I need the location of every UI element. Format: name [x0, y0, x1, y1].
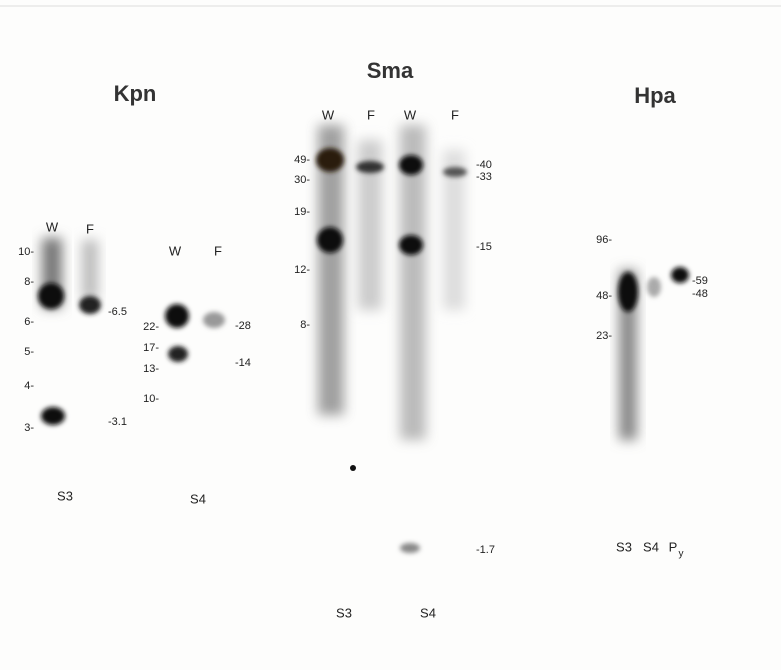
- sample-label: S3: [616, 539, 632, 554]
- size-marker: 13-: [143, 363, 159, 375]
- size-marker: 96-: [596, 234, 612, 246]
- lane-label: W: [169, 243, 182, 258]
- sample-label: S4: [643, 539, 659, 554]
- sample-label: S3: [57, 488, 73, 503]
- size-marker: 30-: [294, 174, 310, 186]
- lane-label: F: [214, 243, 222, 258]
- band-label: -40: [476, 159, 492, 171]
- sample-label: S4: [420, 605, 436, 620]
- size-marker: 48-: [596, 290, 612, 302]
- band-label: -33: [476, 171, 492, 183]
- size-marker: 10-: [143, 393, 159, 405]
- size-marker: 8-: [300, 319, 310, 331]
- lane-label: F: [451, 107, 459, 122]
- band-label: -15: [476, 241, 492, 253]
- size-marker: 12-: [294, 264, 310, 276]
- lane-label: W: [404, 107, 417, 122]
- band-label: -48: [692, 288, 708, 300]
- sample-label: P: [669, 539, 678, 554]
- size-marker: 3-: [24, 422, 34, 434]
- panel-title: Hpa: [634, 83, 676, 108]
- band-label: -14: [235, 357, 251, 369]
- lane-label: W: [46, 219, 59, 234]
- sample-label: S3: [336, 605, 352, 620]
- panel-title: Kpn: [114, 81, 157, 106]
- size-marker: 49-: [294, 154, 310, 166]
- lane-label: F: [86, 221, 94, 236]
- band-label: -28: [235, 320, 251, 332]
- band-label: -6.5: [108, 306, 127, 318]
- sample-subscript: y: [679, 549, 684, 560]
- panel-title: Sma: [367, 58, 414, 83]
- size-marker: 23-: [596, 330, 612, 342]
- size-marker: 6-: [24, 316, 34, 328]
- band-label: -1.7: [476, 544, 495, 556]
- band-label: -59: [692, 275, 708, 287]
- sample-label: S4: [190, 491, 206, 506]
- band-label: -3.1: [108, 416, 127, 428]
- lane-label: F: [367, 107, 375, 122]
- size-marker: 10-: [18, 246, 34, 258]
- size-marker: 19-: [294, 206, 310, 218]
- size-marker: 17-: [143, 342, 159, 354]
- size-marker: 4-: [24, 380, 34, 392]
- blot-bands: [38, 125, 689, 553]
- size-marker: 22-: [143, 321, 159, 333]
- lane-label: W: [322, 107, 335, 122]
- size-marker: 8-: [24, 276, 34, 288]
- size-marker: 5-: [24, 346, 34, 358]
